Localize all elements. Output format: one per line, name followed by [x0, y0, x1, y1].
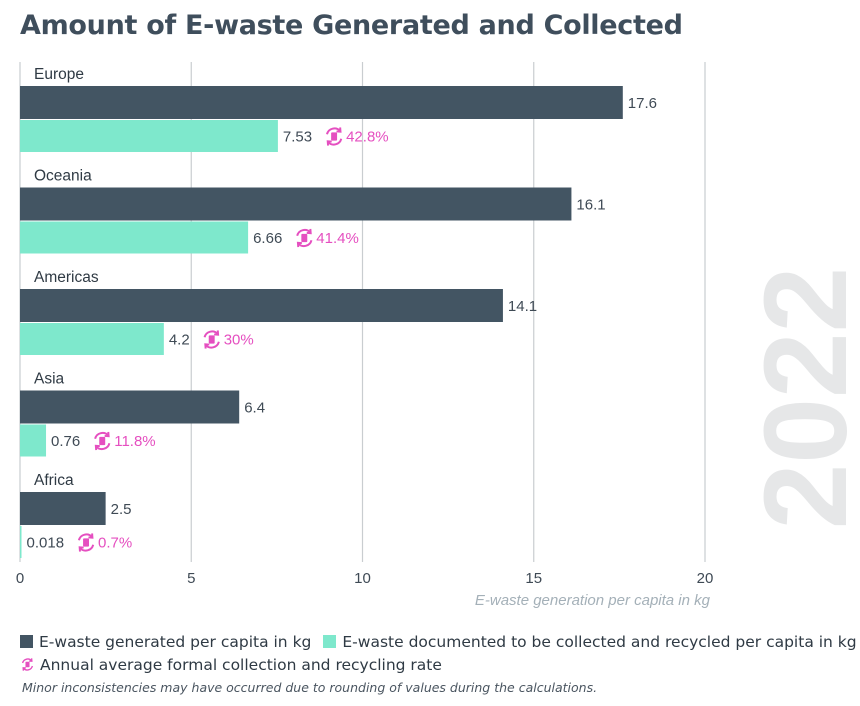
rate-label: 11.8% [114, 433, 155, 450]
rate-label: 0.7% [98, 535, 132, 552]
rate-label: 42.8% [346, 129, 389, 146]
legend-swatch-collected [323, 635, 337, 648]
bar-collected [20, 526, 22, 558]
data-label-collected: 4.2 [169, 332, 190, 349]
data-label-collected: 0.018 [27, 535, 65, 552]
bar-collected [20, 221, 249, 254]
data-label-generated: 16.1 [576, 197, 605, 214]
recycle-icon [77, 533, 95, 552]
category-label: Europe [34, 66, 84, 83]
bar-generated [20, 492, 106, 525]
data-label-generated: 2.5 [111, 501, 132, 518]
data-label-generated: 6.4 [244, 400, 265, 417]
bar-generated [20, 187, 572, 221]
footnote: Minor inconsistencies may have occurred … [22, 680, 598, 695]
legend-item-generated: E-waste generated per capita in kg [20, 633, 311, 651]
data-label-collected: 6.66 [253, 230, 282, 247]
legend: E-waste generated per capita in kg E-was… [20, 630, 860, 676]
legend-label-rate: Annual average formal collection and rec… [40, 655, 442, 674]
data-label-generated: 17.6 [628, 95, 657, 112]
recycle-icon [94, 431, 111, 451]
recycle-icon [21, 658, 34, 671]
x-tick-label: 10 [354, 570, 371, 587]
x-tick-label: 20 [697, 570, 714, 587]
data-label-generated: 14.1 [508, 298, 537, 315]
year-watermark-text: 2022 [748, 267, 858, 530]
bar-generated [20, 390, 240, 424]
year-watermark: 2022 [748, 267, 858, 530]
x-tick-label: 0 [16, 570, 24, 587]
x-tick-label: 15 [525, 570, 542, 587]
category-label: Asia [34, 371, 65, 388]
category-label: Oceania [34, 168, 92, 185]
data-label-collected: 7.53 [283, 129, 312, 146]
bar-chart: 0 5 10 15 20 E-waste generation per capita in… [16, 62, 714, 609]
bar-collected [20, 424, 47, 457]
x-tick-label: 5 [187, 570, 195, 587]
bar-generated [20, 289, 503, 322]
legend-label-collected: E-waste documented to be collected and r… [342, 632, 857, 651]
category-label: Americas [34, 269, 99, 286]
x-axis-label: E-waste generation per capita in kg [475, 592, 711, 609]
bar-collected [20, 120, 278, 152]
data-label-collected: 0.76 [51, 433, 80, 450]
bar-collected [20, 323, 164, 355]
chart-title: Amount of E-waste Generated and Collecte… [20, 10, 683, 41]
legend-label-generated: E-waste generated per capita in kg [39, 632, 312, 651]
legend-item-collected: E-waste documented to be collected and r… [323, 632, 857, 651]
category-label: Africa [34, 472, 74, 489]
recycle-icon [203, 330, 220, 349]
bar-generated [20, 86, 623, 119]
legend-swatch-generated [20, 635, 33, 648]
legend-item-rate: Annual average formal collection and rec… [20, 656, 442, 674]
recycle-icon [296, 228, 313, 248]
rate-label: 41.4% [316, 230, 359, 247]
recycle-icon [325, 127, 343, 146]
rate-label: 30% [224, 332, 254, 349]
